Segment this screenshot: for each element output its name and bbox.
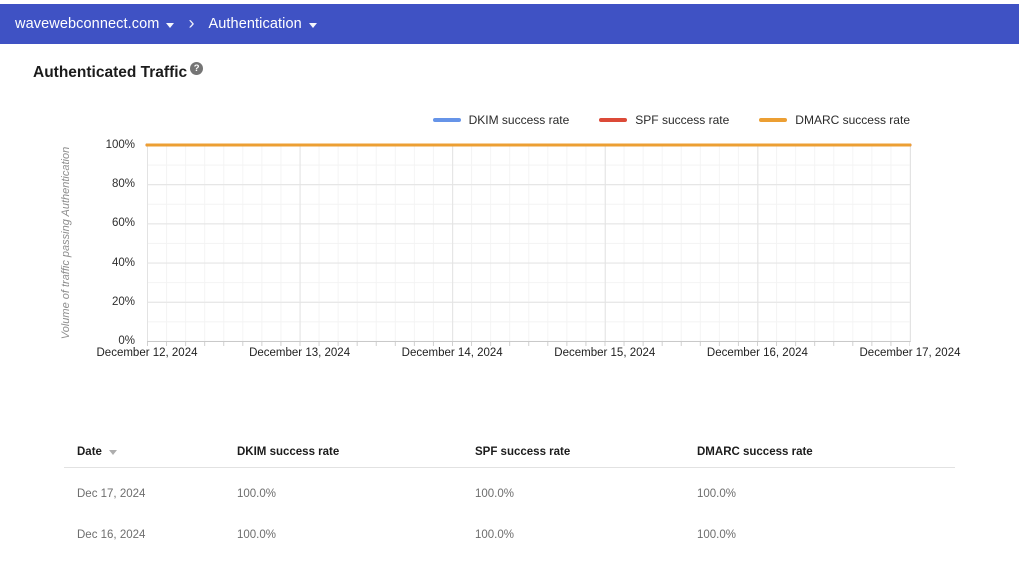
column-header: DMARC success rate xyxy=(697,446,955,458)
column-header-label: Date xyxy=(77,446,102,458)
data-table: Date DKIM success rate SPF success rate DMA… xyxy=(64,438,955,555)
column-header: DKIM success rate xyxy=(237,446,475,458)
y-tick-label: 80% xyxy=(111,178,135,191)
table-cell: 100.0% xyxy=(237,528,277,541)
legend-item[interactable]: DKIM success rate xyxy=(432,113,570,127)
table-cell: 100.0% xyxy=(697,528,737,541)
column-header-label: DMARC success rate xyxy=(697,446,813,458)
chart-plot-area[interactable] xyxy=(145,143,912,342)
table-cell: 100.0% xyxy=(475,487,515,500)
column-header-label: SPF success rate xyxy=(475,446,571,458)
y-axis-ticks: 100% 80% 60% 40% 20% 0% xyxy=(75,139,141,347)
chart-legend: DKIM success rate SPF success rate DMARC s… xyxy=(432,113,910,127)
x-tick-label: December 12, 2024 xyxy=(96,347,198,359)
y-axis-title: Volume of traffic passing Authentication xyxy=(60,146,72,340)
x-tick-label: December 16, 2024 xyxy=(706,347,808,359)
table-row: Dec 17, 2024 100.0% 100.0% 100.0% xyxy=(64,473,955,514)
topbar: wavewebconnect.com › Authentication xyxy=(0,4,1019,44)
legend-swatch xyxy=(599,118,628,122)
legend-swatch xyxy=(432,118,461,122)
legend-label: SPF success rate xyxy=(635,113,730,127)
table-header-row: Date DKIM success rate SPF success rate DMA… xyxy=(64,438,955,468)
table-cell: Dec 17, 2024 xyxy=(77,487,146,500)
x-tick-label: December 17, 2024 xyxy=(859,347,961,359)
sort-descending-icon xyxy=(108,450,117,455)
x-axis-labels: December 12, 2024 December 13, 2024 Decemb… xyxy=(96,347,960,363)
chevron-down-icon xyxy=(308,22,317,28)
x-tick-label: December 14, 2024 xyxy=(401,347,503,359)
series-lines xyxy=(145,143,912,147)
column-header[interactable]: Date xyxy=(77,446,237,458)
y-tick-label: 40% xyxy=(111,256,135,269)
breadcrumb-chevron-icon: › xyxy=(188,12,195,33)
legend-swatch xyxy=(759,118,788,122)
legend-label: DKIM success rate xyxy=(468,113,570,127)
y-tick-label: 20% xyxy=(111,295,135,308)
section-selector[interactable]: Authentication xyxy=(208,16,317,32)
x-tick-label: December 13, 2024 xyxy=(249,347,351,359)
section-label: Authentication xyxy=(208,16,302,32)
legend-item[interactable]: SPF success rate xyxy=(599,113,729,127)
chevron-down-icon xyxy=(166,22,175,28)
table-cell: 100.0% xyxy=(475,528,515,541)
page-title: Authenticated Traffic xyxy=(33,64,188,81)
y-tick-label: 60% xyxy=(111,217,135,230)
table-body: Dec 17, 2024 100.0% 100.0% 100.0% Dec 16, 20… xyxy=(64,468,955,555)
y-tick-label: 0% xyxy=(118,335,135,347)
domain-selector[interactable]: wavewebconnect.com xyxy=(15,16,175,32)
table-cell: 100.0% xyxy=(237,487,277,500)
domain-label: wavewebconnect.com xyxy=(15,16,160,32)
y-tick-label: 100% xyxy=(105,139,135,151)
page-title-row: Authenticated Traffic ? xyxy=(33,62,204,82)
table-cell: Dec 16, 2024 xyxy=(77,528,146,541)
table-cell: 100.0% xyxy=(697,487,737,500)
legend-label: DMARC success rate xyxy=(795,113,910,127)
table-row: Dec 16, 2024 100.0% 100.0% 100.0% xyxy=(64,514,955,555)
column-header: SPF success rate xyxy=(475,446,697,458)
x-tick-label: December 15, 2024 xyxy=(554,347,656,359)
x-axis-tickmarks xyxy=(147,342,910,346)
legend-item[interactable]: DMARC success rate xyxy=(759,113,910,127)
column-header-label: DKIM success rate xyxy=(237,446,340,458)
help-icon[interactable]: ? xyxy=(190,62,204,75)
